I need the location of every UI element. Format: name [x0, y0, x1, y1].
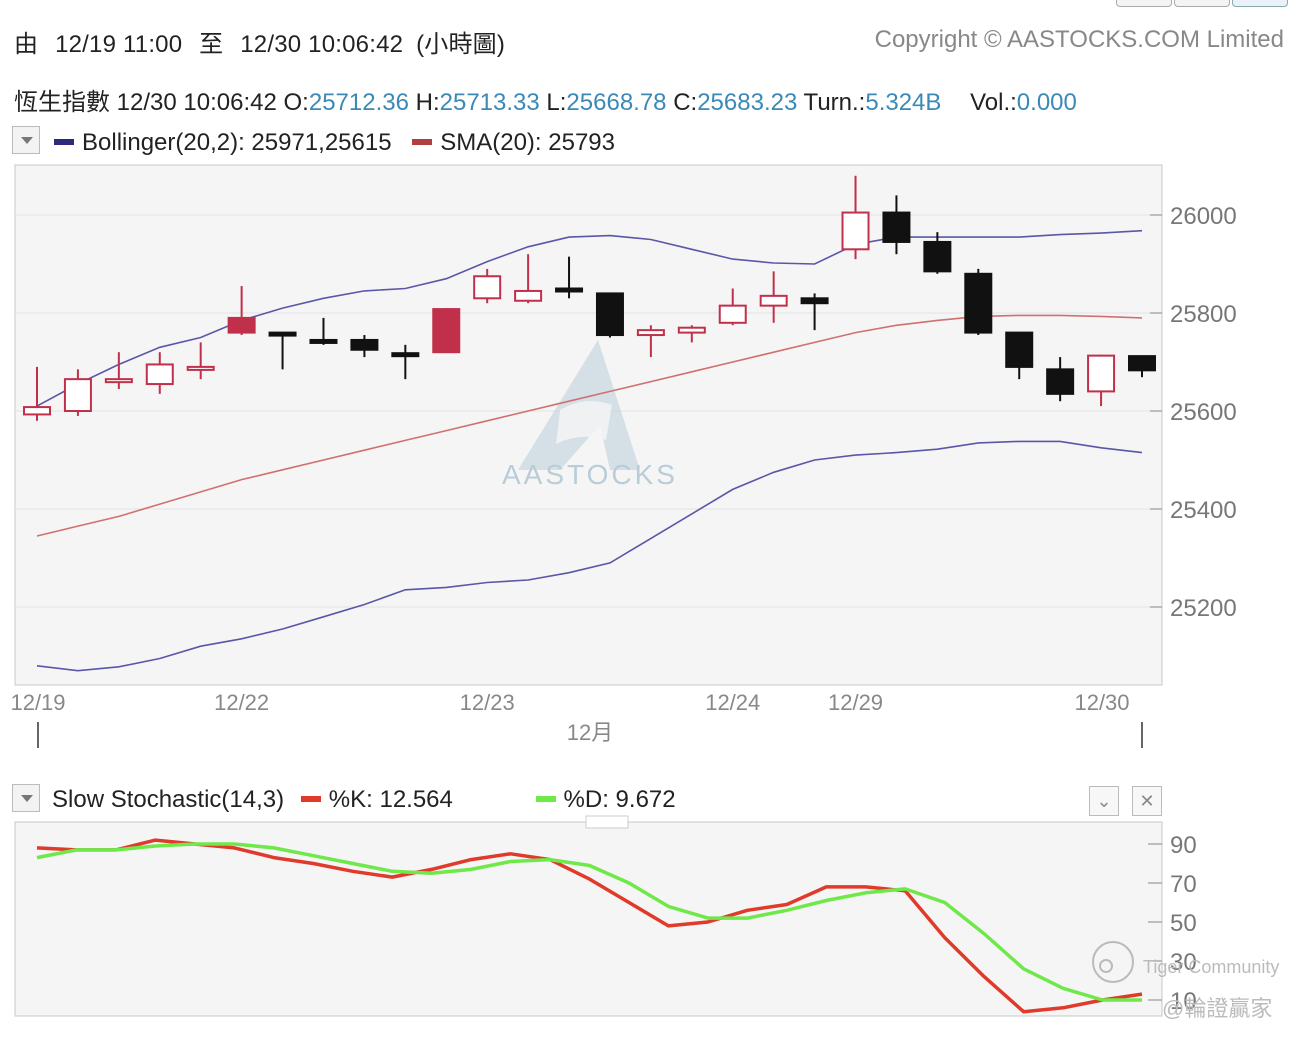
candle-body [964, 272, 993, 334]
from-label: 由 [14, 31, 39, 58]
price-tick-label: 25400 [1170, 497, 1237, 524]
community-watermark-text: Tiger Community [1143, 957, 1279, 977]
candle-body [595, 292, 624, 337]
sma-swatch [412, 138, 433, 145]
candle-body [309, 338, 338, 344]
candle-body [104, 378, 133, 384]
candle-body [1005, 331, 1034, 368]
price-tick-label: 25200 [1170, 595, 1237, 622]
candle-body [23, 406, 51, 416]
stoch-tick-label: 70 [1170, 871, 1197, 898]
candle-body [759, 294, 788, 307]
candle-body [800, 297, 829, 305]
quote-time: 12/30 10:06:42 [116, 89, 277, 116]
from-time: 12/19 11:00 [55, 31, 183, 58]
x-tick-label: 12/24 [705, 690, 760, 715]
candle-body [473, 275, 502, 300]
stoch-k-line [36, 838, 1143, 1014]
candle-body [882, 211, 911, 243]
collapse-panel-button[interactable]: ⌄ [1089, 786, 1119, 816]
candle-body [514, 289, 543, 302]
price-legend: Bollinger(20,2): 25971,25615 SMA(20): 25… [40, 129, 615, 157]
x-tick-label: 12/23 [460, 690, 515, 715]
aastocks-watermark: AASTOCKS [502, 340, 678, 490]
close-panel-button[interactable]: ✕ [1132, 786, 1162, 816]
to-label: 至 [199, 31, 224, 58]
x-tick-label: 12/22 [214, 690, 269, 715]
stoch-tick-label: 30 [1170, 949, 1197, 976]
price-tick-label: 25800 [1170, 301, 1237, 328]
candle-body [923, 240, 952, 273]
candle-body [1046, 368, 1075, 395]
k-swatch [300, 795, 321, 802]
stoch-tick-label: 50 [1170, 910, 1197, 937]
quote-line: 恆生指數 12/30 10:06:42 O:25712.36 H:25713.3… [14, 82, 1077, 117]
date-range: 由 12/19 11:00 至 12/30 10:06:42 (小時圖) [14, 24, 515, 59]
d-legend: %D: 9.672 [563, 786, 676, 813]
close-value: 25683.23 [697, 89, 798, 116]
turnover-value: 5.324B [865, 89, 942, 116]
candle-body [636, 329, 665, 337]
candle-body [63, 378, 92, 412]
to-time: 12/30 10:06:42 [240, 31, 404, 58]
close-icon: ✕ [1139, 791, 1155, 811]
candle-body [391, 352, 420, 358]
bollinger-upper-line [36, 229, 1143, 407]
d-swatch [535, 795, 556, 802]
candle-body [432, 308, 461, 354]
volume-label: Vol.: [970, 89, 1017, 116]
x-tick-label: 12/19 [10, 690, 65, 715]
candle-body [1087, 354, 1116, 393]
price-tick-label: 25600 [1170, 399, 1237, 426]
copyright: Copyright © AASTOCKS.COM Limited [874, 26, 1284, 53]
turnover-label: Turn.: [803, 89, 866, 116]
bollinger-swatch [54, 138, 74, 145]
candle-body [145, 363, 174, 386]
k-legend: %K: 12.564 [328, 786, 453, 813]
candle-body [186, 365, 215, 371]
tiger-community-watermark: Tiger Community @輪證贏家 [1092, 941, 1279, 1021]
bollinger-legend: Bollinger(20,2): 25971,25615 [82, 129, 392, 156]
high-label: H: [415, 89, 440, 116]
open-label: O: [283, 89, 309, 116]
open-value: 25712.36 [308, 89, 409, 116]
month-label: 12月 [567, 720, 613, 745]
stoch-d-line [36, 842, 1142, 1002]
stoch-legend: Slow Stochastic(14,3) %K: 12.564 %D: 9.6… [52, 786, 676, 814]
x-tick-label: 12/30 [1074, 690, 1129, 715]
stoch-tick-label: 90 [1170, 832, 1197, 859]
candle-body [268, 331, 297, 337]
high-value: 25713.33 [439, 89, 540, 116]
stoch-indicator-dropdown[interactable] [12, 784, 40, 812]
close-label: C: [673, 89, 698, 116]
volume-value: 0.000 [1016, 89, 1077, 116]
sma-legend: SMA(20): 25793 [440, 129, 615, 156]
stoch-plot-area [14, 821, 1163, 1017]
bollinger-lower-line [36, 440, 1143, 672]
candle-body [677, 326, 706, 334]
candle-body [227, 316, 256, 334]
candle-body [841, 211, 870, 251]
stoch-tick-label: 10 [1170, 988, 1197, 1015]
candle-body [718, 304, 747, 324]
low-label: L: [546, 89, 567, 116]
watermark-text: AASTOCKS [502, 459, 678, 490]
x-tick-label: 12/29 [828, 690, 883, 715]
candle-body [350, 338, 379, 351]
top-toolbar-tabs[interactable] [1116, 0, 1288, 8]
price-indicator-dropdown[interactable] [12, 126, 40, 154]
candle-body [1128, 355, 1156, 372]
chevron-down-icon: ⌄ [1096, 791, 1112, 811]
stoch-title: Slow Stochastic(14,3) [52, 786, 285, 813]
interval-label: (小時圖) [416, 31, 506, 58]
sma20-line [36, 314, 1143, 537]
index-name: 恆生指數 [14, 89, 110, 116]
handle-watermark-text: @輪證贏家 [1162, 996, 1272, 1021]
low-value: 25668.78 [566, 89, 667, 116]
candle-body [555, 287, 584, 293]
panel-resize-handle[interactable] [585, 815, 629, 829]
price-tick-label: 26000 [1170, 203, 1237, 230]
